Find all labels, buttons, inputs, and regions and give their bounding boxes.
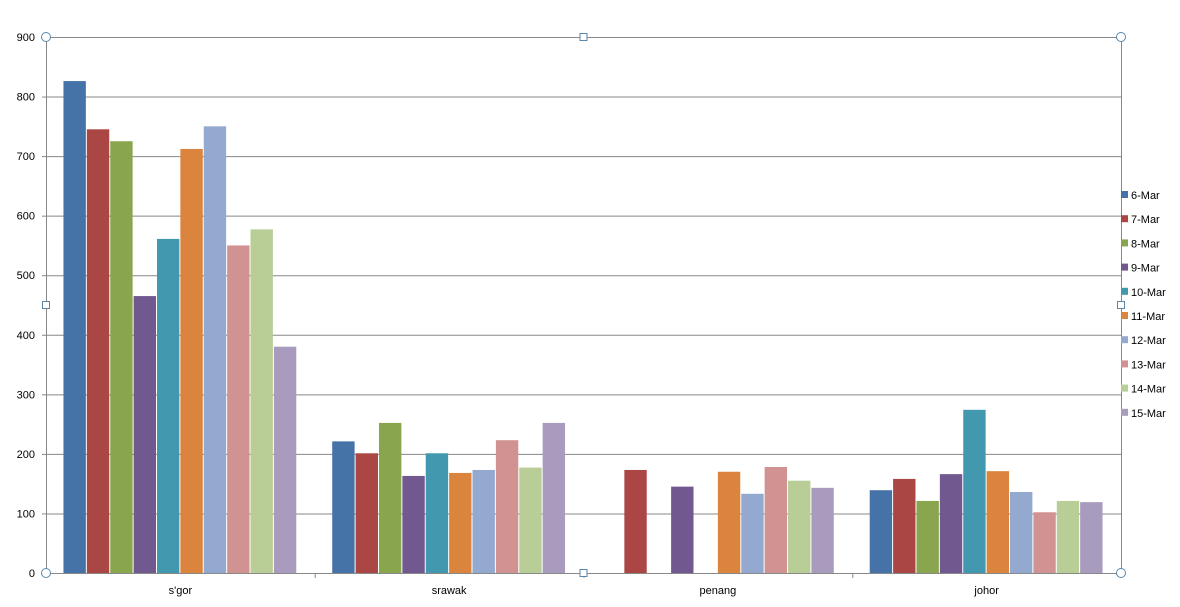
legend-label-9-Mar: 9-Mar	[1131, 263, 1160, 275]
legend-swatch-10-Mar	[1121, 287, 1128, 295]
y-tick-label-500: 500	[17, 270, 35, 282]
legend-label-6-Mar: 6-Mar	[1131, 190, 1160, 202]
legend-swatch-6-Mar	[1121, 191, 1128, 198]
y-tick-label-400: 400	[17, 330, 35, 342]
legend-swatch-9-Mar	[1121, 263, 1128, 271]
legend-label-13-Mar: 13-Mar	[1131, 359, 1166, 371]
legend-label-15-Mar: 15-Mar	[1131, 408, 1166, 420]
bar-sgor-6-Mar	[63, 81, 86, 574]
bar-sgor-12-Mar	[203, 126, 227, 573]
legend: 6-Mar 7-Mar 8-Mar 9-Mar 10-Mar 11-Mar 12-Mar 13…	[1121, 190, 1166, 420]
bar-penang-9-Mar	[671, 486, 694, 573]
bar-penang-13-Mar	[764, 466, 788, 573]
bar-sgor-7-Mar	[86, 129, 110, 574]
bar-sgor-13-Mar	[227, 245, 250, 573]
bar-srawak-12-Mar	[472, 469, 495, 573]
legend-label-11-Mar: 11-Mar	[1131, 311, 1165, 323]
edge-resize-handle-1[interactable]	[579, 569, 588, 577]
legend-swatch-12-Mar	[1121, 336, 1128, 344]
bar-johor-9-Mar	[939, 474, 963, 573]
bar-johor-15-Mar	[1080, 502, 1103, 573]
bar-penang-14-Mar	[788, 480, 811, 573]
y-tick-label-200: 200	[17, 449, 35, 461]
bar-johor-12-Mar	[1010, 492, 1033, 573]
bar-srawak-6-Mar	[332, 441, 355, 573]
bar-penang-12-Mar	[741, 493, 764, 573]
bars	[63, 81, 1103, 574]
bar-sgor-9-Mar	[133, 296, 156, 573]
legend-swatch-7-Mar	[1121, 215, 1128, 223]
legend-swatch-15-Mar	[1121, 408, 1128, 416]
tick-labels: 0 100 200 300 400 500 600 700 800 900 s'gor srawak p…	[17, 32, 1000, 597]
bar-srawak-7-Mar	[355, 453, 378, 573]
y-tick-label-600: 600	[17, 211, 35, 223]
legend-label-7-Mar: 7-Mar	[1131, 214, 1160, 226]
corner-resize-handle-0[interactable]	[41, 32, 51, 42]
legend-swatch-13-Mar	[1121, 360, 1128, 368]
bar-sgor-8-Mar	[110, 141, 133, 573]
bar-johor-13-Mar	[1033, 512, 1056, 573]
legend-label-10-Mar: 10-Mar	[1131, 287, 1166, 299]
legend-swatch-14-Mar	[1121, 384, 1128, 392]
bar-penang-7-Mar	[624, 469, 647, 573]
bar-johor-14-Mar	[1056, 500, 1080, 573]
legend-label-8-Mar: 8-Mar	[1131, 238, 1160, 250]
corner-resize-handle-3[interactable]	[1116, 568, 1126, 578]
y-tick-label-100: 100	[17, 508, 35, 520]
bar-johor-10-Mar	[963, 409, 986, 573]
bar-srawak-15-Mar	[542, 422, 566, 573]
edge-resize-handle-3[interactable]	[1117, 301, 1125, 309]
bar-srawak-9-Mar	[402, 475, 425, 573]
x-tick-label-3: johor	[973, 585, 999, 597]
bar-sgor-10-Mar	[156, 238, 180, 574]
x-tick-label-1: srawak	[432, 585, 467, 597]
bar-johor-11-Mar	[986, 471, 1010, 573]
y-tick-label-300: 300	[17, 389, 35, 401]
edge-resize-handle-2[interactable]	[42, 301, 50, 309]
y-tick-label-900: 900	[17, 32, 35, 44]
bar-johor-7-Mar	[893, 478, 916, 573]
bar-johor-8-Mar	[916, 500, 939, 573]
x-tick-label-0: s'gor	[169, 585, 193, 597]
bar-johor-6-Mar	[869, 490, 893, 573]
x-tick-label-2: penang	[700, 585, 737, 597]
bar-srawak-13-Mar	[495, 440, 519, 573]
bar-sgor-11-Mar	[180, 148, 203, 573]
bar-sgor-14-Mar	[250, 229, 273, 573]
bar-srawak-8-Mar	[378, 422, 402, 573]
legend-label-14-Mar: 14-Mar	[1131, 384, 1166, 396]
bar-srawak-10-Mar	[425, 453, 449, 573]
bar-sgor-15-Mar	[273, 346, 297, 573]
y-tick-label-800: 800	[17, 92, 35, 104]
bar-srawak-14-Mar	[519, 467, 542, 573]
legend-label-12-Mar: 12-Mar	[1131, 335, 1166, 347]
bar-srawak-11-Mar	[449, 472, 472, 573]
legend-swatch-11-Mar	[1121, 312, 1128, 319]
edge-resize-handle-0[interactable]	[579, 33, 588, 41]
y-tick-label-0: 0	[29, 568, 35, 580]
bar-penang-11-Mar	[717, 471, 741, 573]
corner-resize-handle-1[interactable]	[1116, 32, 1126, 42]
bar-penang-15-Mar	[811, 487, 834, 573]
legend-swatch-8-Mar	[1121, 239, 1128, 247]
y-tick-label-700: 700	[17, 151, 35, 163]
selection-handles[interactable]	[41, 32, 1126, 578]
corner-resize-handle-2[interactable]	[41, 568, 51, 578]
